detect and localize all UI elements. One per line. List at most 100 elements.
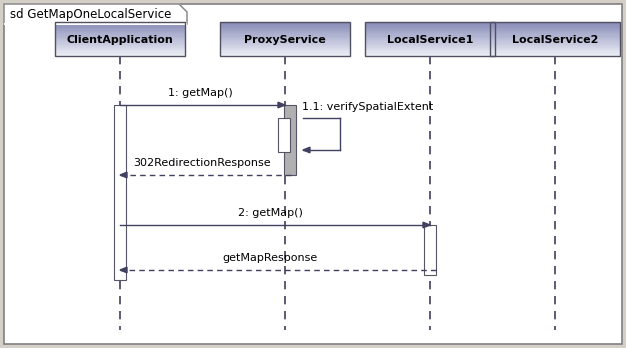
Bar	[490, 54, 620, 55]
Bar	[55, 23, 185, 25]
Bar	[490, 25, 620, 27]
Bar	[490, 24, 620, 26]
Bar	[55, 39, 185, 41]
Text: LocalService1: LocalService1	[387, 35, 473, 45]
Bar	[55, 22, 185, 56]
Bar	[114, 105, 126, 280]
Bar	[220, 39, 350, 41]
Bar	[220, 33, 350, 35]
Bar	[220, 46, 350, 47]
Bar	[490, 55, 620, 56]
Bar	[365, 54, 495, 55]
Bar	[490, 28, 620, 29]
Bar	[220, 22, 350, 24]
Bar	[365, 26, 495, 28]
Bar	[55, 44, 185, 45]
Bar	[490, 38, 620, 40]
Bar	[490, 49, 620, 51]
Bar	[490, 35, 620, 37]
Bar	[55, 49, 185, 51]
Bar	[55, 42, 185, 44]
Polygon shape	[4, 4, 187, 24]
Bar	[55, 24, 185, 26]
Bar	[278, 118, 290, 152]
Bar	[220, 24, 350, 26]
Bar	[55, 52, 185, 53]
Bar	[365, 28, 495, 29]
Bar	[365, 22, 495, 24]
Bar	[220, 50, 350, 52]
Text: 302RedirectionResponse: 302RedirectionResponse	[133, 158, 271, 168]
Polygon shape	[120, 267, 127, 273]
Bar	[424, 225, 436, 275]
Bar	[365, 32, 495, 34]
Bar	[490, 41, 620, 43]
Bar	[220, 53, 350, 54]
Bar	[220, 37, 350, 38]
Bar	[220, 44, 350, 45]
Polygon shape	[120, 172, 127, 178]
Bar	[55, 48, 185, 50]
Bar	[365, 47, 495, 49]
Bar	[490, 32, 620, 34]
Bar	[55, 33, 185, 35]
Bar	[365, 50, 495, 52]
Bar	[490, 26, 620, 28]
Bar	[490, 29, 620, 30]
Bar	[365, 46, 495, 47]
Bar	[490, 52, 620, 53]
Bar	[490, 37, 620, 38]
Bar	[365, 38, 495, 40]
Bar	[220, 26, 350, 28]
Bar	[365, 53, 495, 54]
Bar	[490, 31, 620, 33]
Bar	[490, 48, 620, 50]
Bar	[490, 39, 620, 41]
Bar	[490, 50, 620, 52]
Text: 1.1: verifySpatialExtent: 1.1: verifySpatialExtent	[302, 102, 433, 112]
Text: ProxyService: ProxyService	[244, 35, 326, 45]
Bar	[220, 28, 350, 29]
Bar	[55, 37, 185, 38]
Bar	[490, 33, 620, 35]
Bar	[365, 45, 495, 46]
Text: 1: getMap(): 1: getMap()	[168, 88, 232, 98]
Bar	[365, 41, 495, 43]
Bar	[220, 54, 350, 55]
Text: sd GetMapOneLocalService: sd GetMapOneLocalService	[10, 8, 172, 21]
Bar	[490, 23, 620, 25]
Bar	[55, 35, 185, 37]
Bar	[490, 34, 620, 36]
Text: 2: getMap(): 2: getMap()	[237, 208, 302, 218]
Bar	[220, 25, 350, 27]
Bar	[220, 34, 350, 36]
Text: LocalService2: LocalService2	[512, 35, 598, 45]
Text: getMapResponse: getMapResponse	[222, 253, 317, 263]
Bar	[220, 55, 350, 56]
Bar	[365, 42, 495, 44]
Bar	[220, 23, 350, 25]
Bar	[365, 23, 495, 25]
Bar	[220, 45, 350, 46]
Bar	[55, 29, 185, 30]
Bar	[490, 47, 620, 49]
Bar	[55, 32, 185, 34]
Text: ClientApplication: ClientApplication	[66, 35, 173, 45]
Bar	[490, 45, 620, 46]
Bar	[365, 40, 495, 42]
Bar	[220, 38, 350, 40]
Bar	[55, 28, 185, 29]
Bar	[220, 31, 350, 33]
Bar	[220, 47, 350, 49]
Bar	[55, 40, 185, 42]
Bar	[365, 24, 495, 26]
Bar	[220, 49, 350, 51]
Bar	[365, 37, 495, 38]
Bar	[490, 40, 620, 42]
Polygon shape	[423, 222, 430, 228]
Bar	[220, 48, 350, 50]
Bar	[490, 22, 620, 56]
Polygon shape	[278, 102, 285, 108]
Bar	[220, 52, 350, 53]
Bar	[55, 26, 185, 28]
